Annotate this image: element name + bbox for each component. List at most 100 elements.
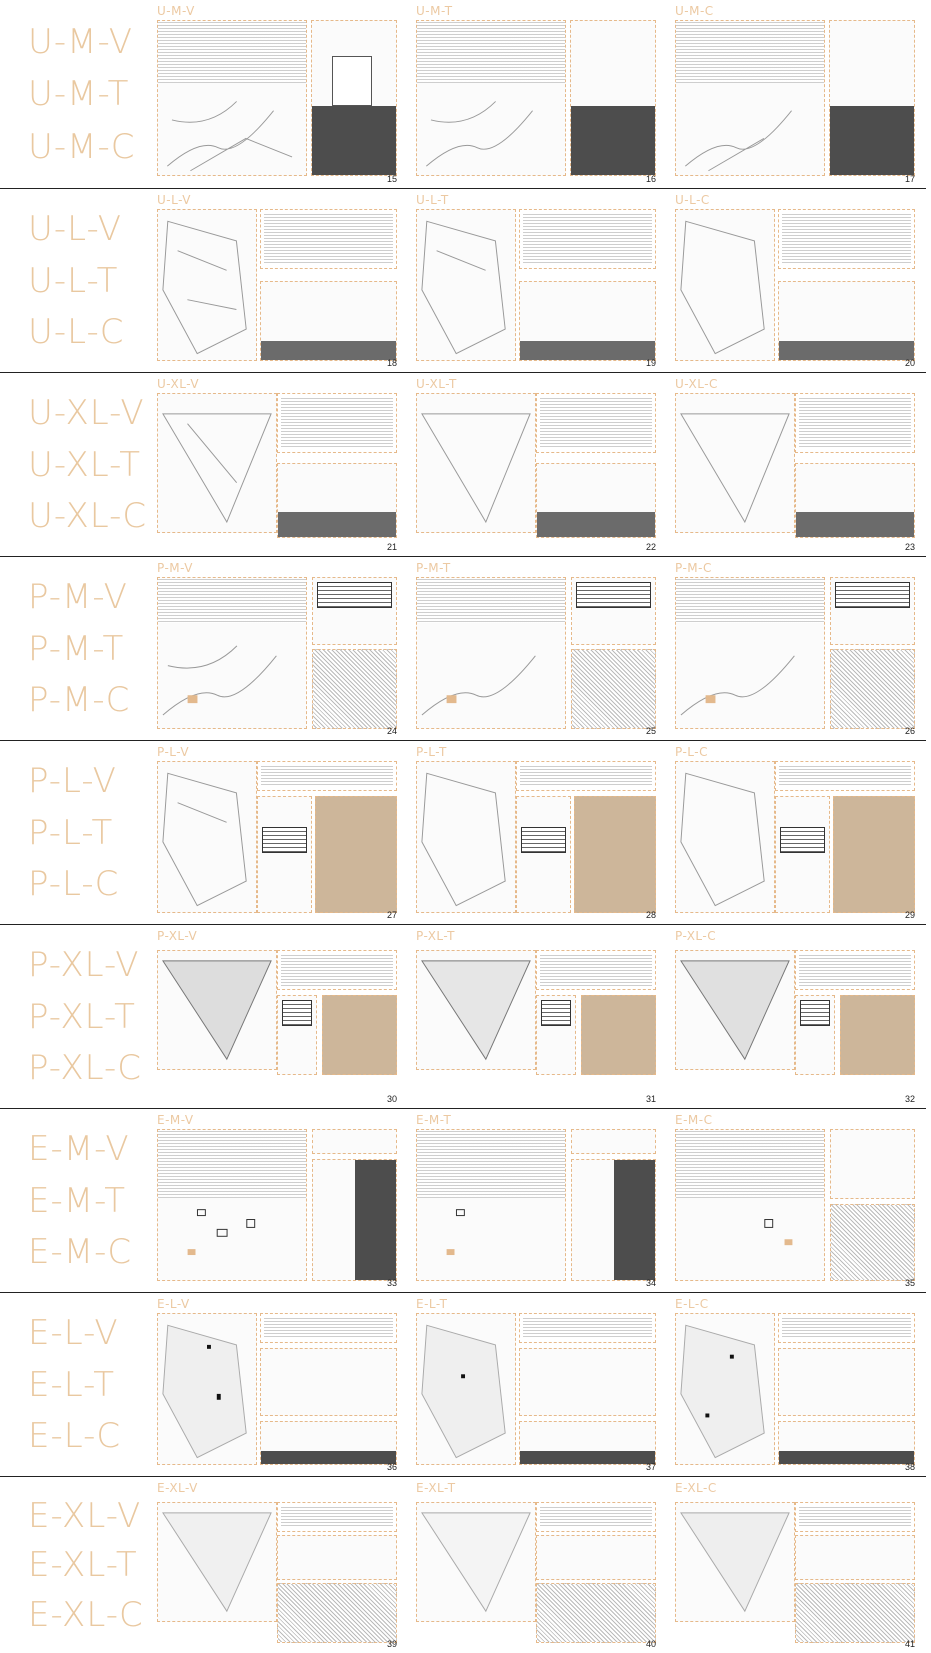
sheet-panel[interactable]: P-M-V 24: [157, 557, 417, 740]
plan-frame: [840, 995, 915, 1075]
page-number: 19: [645, 358, 656, 368]
row-label: E-L-T: [28, 1364, 116, 1405]
elevation-frame: [536, 1535, 656, 1580]
text-block: [281, 397, 393, 449]
sheet-panel[interactable]: U-M-C 17: [675, 0, 931, 188]
plan-frame: [519, 1421, 656, 1465]
street-map: [421, 960, 531, 1061]
map-frame: [675, 950, 795, 1070]
sheet-panel[interactable]: E-L-V 36: [157, 1293, 417, 1476]
map-frame: [416, 950, 536, 1070]
page-number: 25: [645, 726, 656, 736]
row-label: E-XL-V: [28, 1495, 142, 1536]
elevation-frame: [778, 1348, 915, 1416]
panel-title: P-M-C: [675, 561, 712, 575]
section-wall: [830, 105, 914, 175]
text-block: [261, 765, 393, 787]
text-frame: [516, 761, 656, 791]
sheet-panel[interactable]: U-XL-V 21: [157, 373, 417, 556]
street-map: [167, 100, 293, 171]
row-label: E-XL-T: [28, 1545, 138, 1585]
row-label: U-M-V: [28, 21, 134, 62]
text-frame: [277, 1502, 397, 1532]
text-frame: [519, 209, 656, 269]
text-block: [281, 954, 393, 986]
table-frame: [516, 796, 571, 913]
text-block: [417, 1130, 565, 1198]
street-map: [680, 413, 790, 524]
sheet-panel[interactable]: E-XL-T 40: [416, 1477, 676, 1653]
sheet-panel[interactable]: U-L-V 18: [157, 189, 417, 372]
panel-title: U-L-T: [416, 193, 449, 207]
row-label: P-L-C: [28, 863, 120, 904]
street-map: [421, 655, 536, 716]
sheet-panel[interactable]: U-XL-T 22: [416, 373, 676, 556]
row-label: U-XL-T: [28, 444, 142, 485]
page-number: 16: [645, 174, 656, 184]
elevation-frame: [260, 1348, 397, 1416]
panel-title: P-XL-C: [675, 929, 717, 943]
sheet-panel[interactable]: E-M-T 34: [416, 1109, 676, 1292]
ground: [779, 340, 914, 360]
section-frame: [519, 281, 656, 361]
text-frame: [277, 393, 397, 453]
page-number: 18: [386, 358, 397, 368]
street-map: [680, 655, 795, 716]
text-frame: [536, 950, 656, 990]
map-frame: [675, 1129, 825, 1281]
page-number: 23: [904, 542, 915, 552]
text-block: [540, 954, 652, 986]
street-map: [426, 100, 533, 167]
data-table: [282, 1000, 312, 1026]
section-frame: [570, 20, 656, 176]
sheet-panel[interactable]: P-M-C 26: [675, 557, 931, 740]
row-label-group: P-M-V P-M-T P-M-C: [28, 563, 130, 734]
sheet-panel[interactable]: U-L-C 20: [675, 189, 931, 372]
page-number: 33: [386, 1278, 397, 1288]
text-frame: [536, 393, 656, 453]
page-number: 37: [645, 1462, 656, 1472]
sheet-panel[interactable]: P-L-V 27: [157, 741, 417, 924]
text-block: [540, 1506, 652, 1528]
text-block: [158, 578, 306, 623]
sheet-panel[interactable]: U-XL-C 23: [675, 373, 931, 556]
row-label: E-XL-C: [28, 1594, 144, 1635]
text-block: [523, 213, 652, 265]
sheet-panel[interactable]: P-XL-V 30: [157, 925, 417, 1108]
sheet-panel[interactable]: E-L-C 38: [675, 1293, 931, 1476]
map-frame: [157, 1313, 257, 1465]
sheet-panel[interactable]: E-M-V 33: [157, 1109, 417, 1292]
section-frame: [829, 20, 915, 176]
sheet-panel[interactable]: P-L-T 28: [416, 741, 676, 924]
text-frame: [519, 1313, 656, 1343]
row-label: E-M-V: [28, 1129, 130, 1170]
sheet-panel[interactable]: U-M-V 15: [157, 0, 417, 188]
sheet-panel[interactable]: E-M-C 35: [675, 1109, 931, 1292]
sheet-panel[interactable]: P-M-T 25: [416, 557, 676, 740]
row-label: U-L-T: [28, 260, 119, 301]
table-frame: [571, 577, 656, 645]
sheet-panel[interactable]: E-L-T 37: [416, 1293, 676, 1476]
sheet-panel[interactable]: U-M-T 16: [416, 0, 676, 188]
row-label: P-M-V: [28, 577, 128, 618]
street-map: [680, 1512, 790, 1613]
page-number: 17: [904, 174, 915, 184]
map-frame: [157, 577, 307, 729]
sheet-panel[interactable]: P-L-C 29: [675, 741, 931, 924]
sheet-panel[interactable]: E-XL-V 39: [157, 1477, 417, 1653]
sheet-row: U-M-V U-M-T U-M-C U-M-V 15 U-M-T 16 U-M-…: [0, 0, 926, 189]
panel-title: U-M-V: [157, 4, 195, 18]
page-number: 38: [904, 1462, 915, 1472]
street-map: [421, 1324, 506, 1459]
map-frame: [416, 393, 536, 533]
ground: [261, 340, 396, 360]
text-frame: [778, 209, 915, 269]
page-number: 39: [386, 1639, 397, 1649]
sheet-panel[interactable]: P-XL-T 31: [416, 925, 676, 1108]
sheet-panel[interactable]: P-XL-C 32: [675, 925, 931, 1108]
section-frame: [277, 463, 397, 538]
map-frame: [416, 20, 566, 176]
sheet-panel[interactable]: U-L-T 19: [416, 189, 676, 372]
sheet-panel[interactable]: E-XL-C 41: [675, 1477, 931, 1653]
page-number: 15: [386, 174, 397, 184]
